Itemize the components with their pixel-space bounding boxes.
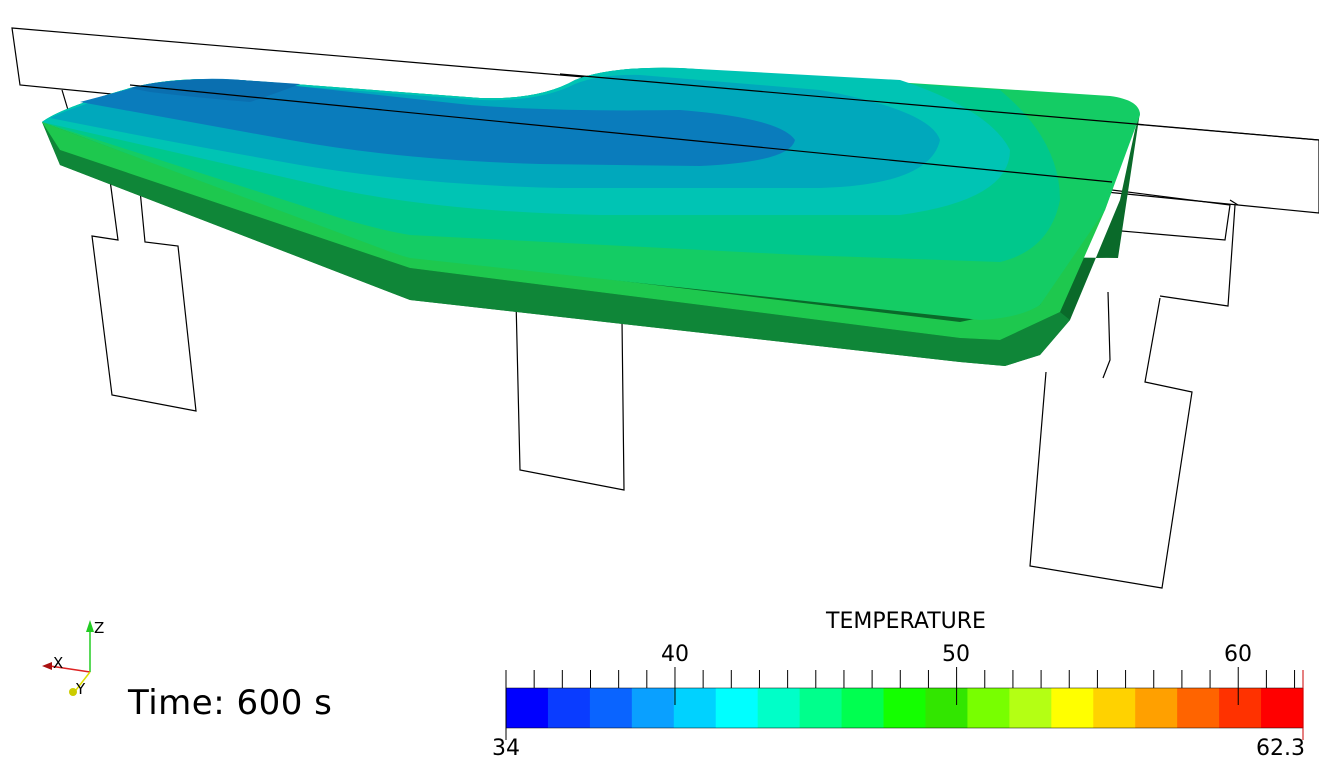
orientation-axes: Z X Y bbox=[42, 619, 104, 698]
colorbar-ticks bbox=[505, 667, 1304, 740]
colorbar-swatch bbox=[1093, 688, 1136, 728]
colorbar-swatch bbox=[799, 688, 843, 728]
colorbar-swatch bbox=[841, 688, 885, 728]
colorbar-swatch bbox=[715, 688, 759, 728]
colorbar bbox=[505, 667, 1304, 740]
colorbar-swatch bbox=[547, 688, 591, 728]
axis-x-label: X bbox=[53, 654, 63, 672]
time-label: Time: 600 s bbox=[128, 683, 333, 723]
wireframe-overlay bbox=[129, 73, 1319, 183]
temperature-surface bbox=[42, 67, 1140, 320]
colorbar-swatch bbox=[673, 688, 717, 728]
colorbar-swatch bbox=[1051, 688, 1094, 728]
axis-y-label: Y bbox=[75, 680, 86, 698]
colorbar-min-label: 34 bbox=[492, 736, 520, 761]
colorbar-swatch bbox=[631, 688, 675, 728]
colorbar-swatch bbox=[1219, 688, 1262, 728]
axis-z-label: Z bbox=[94, 619, 104, 637]
colorbar-swatch bbox=[1261, 688, 1304, 728]
colorbar-swatch bbox=[589, 688, 633, 728]
colorbar-title: TEMPERATURE bbox=[826, 609, 986, 634]
colorbar-swatch bbox=[925, 688, 969, 728]
colorbar-tick-label: 40 bbox=[661, 642, 689, 667]
colorbar-swatch bbox=[883, 688, 927, 728]
colorbar-swatch bbox=[1135, 688, 1178, 728]
colorbar-swatch bbox=[757, 688, 801, 728]
colorbar-max-label: 62.3 bbox=[1256, 736, 1305, 761]
colorbar-swatch bbox=[506, 688, 549, 728]
colorbar-swatches bbox=[506, 688, 1304, 728]
colorbar-tick-label: 60 bbox=[1224, 642, 1252, 667]
colorbar-swatch bbox=[967, 688, 1010, 728]
colorbar-tick-label: 50 bbox=[942, 642, 970, 667]
colorbar-swatch bbox=[1177, 688, 1220, 728]
colorbar-swatch bbox=[1009, 688, 1052, 728]
